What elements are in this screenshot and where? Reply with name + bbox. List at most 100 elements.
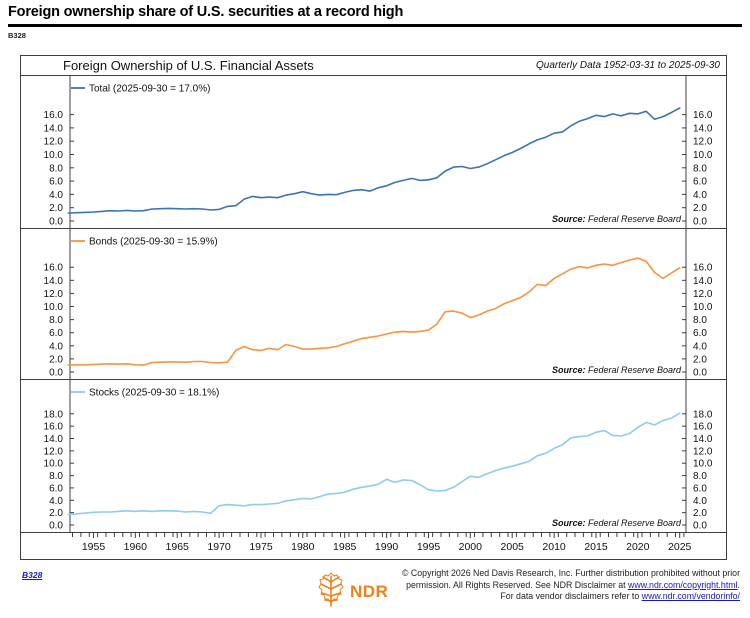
svg-text:4.0: 4.0	[49, 341, 63, 352]
ndr-logo-text: NDR	[350, 581, 389, 601]
x-axis-svg: 1955 1960 1965 1970 1975 1980 1985 1990 1995 2000…	[72, 533, 692, 553]
svg-text:6.0: 6.0	[49, 483, 63, 494]
svg-text:Source: Federal Reserve Board: Source: Federal Reserve Board	[552, 365, 682, 375]
svg-text:4.0: 4.0	[693, 341, 707, 352]
svg-text:6.0: 6.0	[693, 177, 707, 188]
svg-text:8.0: 8.0	[49, 315, 63, 326]
svg-text:14.0: 14.0	[693, 434, 713, 445]
svg-text:4.0: 4.0	[49, 496, 63, 507]
chart-id-label: B328	[8, 31, 26, 40]
svg-text:2.0: 2.0	[49, 508, 63, 519]
footer: B328 NDR © Copyright 2026 Ned Davis Rese…	[0, 566, 750, 616]
svg-text:18.0: 18.0	[44, 409, 64, 420]
svg-text:12.0: 12.0	[693, 289, 713, 300]
panel-bonds-chart: 0.0 0.0 2.0 2.0 4.0 4.0 6.0 6.0 8.0 8.0 10.0 10.0 12…	[21, 229, 726, 380]
copyright-line1: © Copyright 2026 Ned Davis Research, Inc…	[402, 568, 740, 578]
svg-text:10.0: 10.0	[44, 302, 64, 313]
copyright-line2-suffix: .	[737, 579, 740, 590]
svg-text:10.0: 10.0	[693, 150, 713, 161]
svg-text:16.0: 16.0	[693, 110, 713, 121]
svg-text:14.0: 14.0	[44, 434, 64, 445]
svg-text:0.0: 0.0	[693, 368, 707, 379]
svg-text:1970: 1970	[207, 541, 231, 553]
svg-text:1955: 1955	[82, 541, 106, 553]
svg-text:16.0: 16.0	[693, 263, 713, 274]
svg-text:8.0: 8.0	[49, 471, 63, 482]
svg-text:2015: 2015	[584, 541, 608, 553]
svg-text:12.0: 12.0	[44, 289, 64, 300]
svg-text:14.0: 14.0	[44, 276, 64, 287]
svg-text:14.0: 14.0	[693, 276, 713, 287]
svg-text:8.0: 8.0	[693, 471, 707, 482]
svg-text:16.0: 16.0	[693, 422, 713, 433]
ndr-leaf-icon	[316, 570, 346, 613]
svg-text:12.0: 12.0	[693, 137, 713, 148]
svg-text:14.0: 14.0	[44, 123, 64, 134]
stocks-panel-svg: 0.0 0.02.0 2.04.0 4.06.0 6.08.0 8.010.0 10.012…	[44, 380, 713, 532]
svg-text:2000: 2000	[459, 541, 483, 553]
svg-text:10.0: 10.0	[44, 150, 64, 161]
svg-text:10.0: 10.0	[44, 459, 64, 470]
svg-text:6.0: 6.0	[693, 483, 707, 494]
svg-text:0.0: 0.0	[693, 521, 707, 532]
svg-text:14.0: 14.0	[693, 123, 713, 134]
svg-text:0.0: 0.0	[49, 368, 63, 379]
copyright-link[interactable]: www.ndr.com/copyright.html	[628, 579, 738, 590]
svg-text:6.0: 6.0	[49, 328, 63, 339]
svg-text:2020: 2020	[626, 541, 650, 553]
svg-text:16.0: 16.0	[44, 110, 64, 121]
svg-text:8.0: 8.0	[693, 315, 707, 326]
svg-text:16.0: 16.0	[44, 263, 64, 274]
svg-text:1975: 1975	[249, 541, 273, 553]
chart-id-link[interactable]: B328	[22, 570, 43, 580]
svg-text:2.0: 2.0	[693, 508, 707, 519]
svg-text:6.0: 6.0	[49, 177, 63, 188]
report-headline: Foreign ownership share of U.S. securiti…	[8, 4, 404, 20]
svg-text:1960: 1960	[124, 541, 148, 553]
ndr-logo: NDR	[316, 570, 388, 613]
bonds-panel-svg: 0.0 0.0 2.0 2.0 4.0 4.0 6.0 6.0 8.0 8.0 10.0 10.0 12…	[44, 229, 713, 379]
svg-text:10.0: 10.0	[693, 302, 713, 313]
svg-text:8.0: 8.0	[693, 163, 707, 174]
svg-text:12.0: 12.0	[44, 446, 64, 457]
svg-text:1965: 1965	[166, 541, 190, 553]
svg-text:1980: 1980	[291, 541, 315, 553]
svg-text:2005: 2005	[501, 541, 525, 553]
svg-text:4.0: 4.0	[693, 496, 707, 507]
svg-text:12.0: 12.0	[693, 446, 713, 457]
svg-text:2025: 2025	[668, 541, 692, 553]
svg-text:8.0: 8.0	[49, 163, 63, 174]
svg-text:2.0: 2.0	[693, 354, 707, 365]
vendor-line-text: For data vendor disclaimers refer to	[500, 591, 642, 601]
svg-text:Source: Federal Reserve Board: Source: Federal Reserve Board	[552, 214, 682, 224]
svg-text:4.0: 4.0	[693, 190, 707, 201]
headline-rule	[8, 24, 742, 27]
svg-text:2010: 2010	[542, 541, 566, 553]
svg-text:10.0: 10.0	[693, 459, 713, 470]
svg-text:0.0: 0.0	[49, 217, 63, 228]
svg-text:12.0: 12.0	[44, 137, 64, 148]
copyright-block: © Copyright 2026 Ned Davis Research, Inc…	[370, 568, 740, 603]
svg-text:1990: 1990	[375, 541, 399, 553]
chart-title: Foreign Ownership of U.S. Financial Asse…	[63, 58, 314, 73]
total-panel-svg: 0.0 0.0 2.0 2.0 4.0 4.0 6.0 6.0 8.0 8.0 10.0 10.0 12…	[44, 76, 713, 228]
copyright-line2-text: permission. All Rights Reserved. See NDR…	[406, 579, 629, 590]
panel-total-chart: 0.0 0.0 2.0 2.0 4.0 4.0 6.0 6.0 8.0 8.0 10.0 10.0 12…	[21, 76, 726, 229]
svg-text:0.0: 0.0	[693, 217, 707, 228]
svg-text:16.0: 16.0	[44, 422, 64, 433]
svg-text:1985: 1985	[333, 541, 357, 553]
svg-text:Source: Federal Reserve Board: Source: Federal Reserve Board	[552, 518, 682, 528]
svg-text:18.0: 18.0	[693, 409, 713, 420]
svg-text:4.0: 4.0	[49, 190, 63, 201]
svg-text:Stocks (2025-09-30 = 18.1%): Stocks (2025-09-30 = 18.1%)	[89, 388, 219, 399]
svg-text:Total (2025-09-30 = 17.0%): Total (2025-09-30 = 17.0%)	[89, 84, 210, 95]
svg-text:1995: 1995	[417, 541, 441, 553]
svg-text:2.0: 2.0	[693, 203, 707, 214]
svg-text:0.0: 0.0	[49, 521, 63, 532]
chart-subtitle: Quarterly Data 1952-03-31 to 2025-09-30	[535, 60, 720, 71]
chart-card: Foreign Ownership of U.S. Financial Asse…	[20, 55, 727, 560]
panel-stocks-chart: 0.0 0.0 2.0 2.0 4.0 4.0 6.0 6.0 8.0 8.0 10.0 10.0 12…	[21, 380, 726, 533]
svg-text:Bonds (2025-09-30 = 15.9%): Bonds (2025-09-30 = 15.9%)	[89, 237, 218, 248]
vendor-link[interactable]: www.ndr.com/vendorinfo/	[641, 591, 740, 601]
x-axis-strip: 1955 1960 1965 1970 1975 1980 1985 1990 1995 2000…	[21, 533, 726, 556]
